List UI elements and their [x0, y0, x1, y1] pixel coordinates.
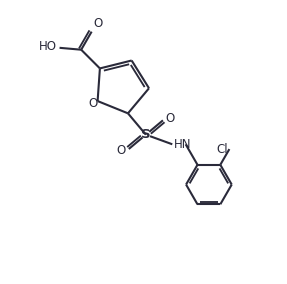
Text: Cl: Cl [216, 143, 228, 156]
Text: S: S [141, 128, 151, 141]
Text: O: O [89, 97, 98, 110]
Text: HO: HO [39, 40, 57, 53]
Text: O: O [117, 144, 126, 157]
Text: HN: HN [174, 138, 191, 151]
Text: O: O [93, 17, 102, 30]
Text: O: O [166, 112, 175, 126]
